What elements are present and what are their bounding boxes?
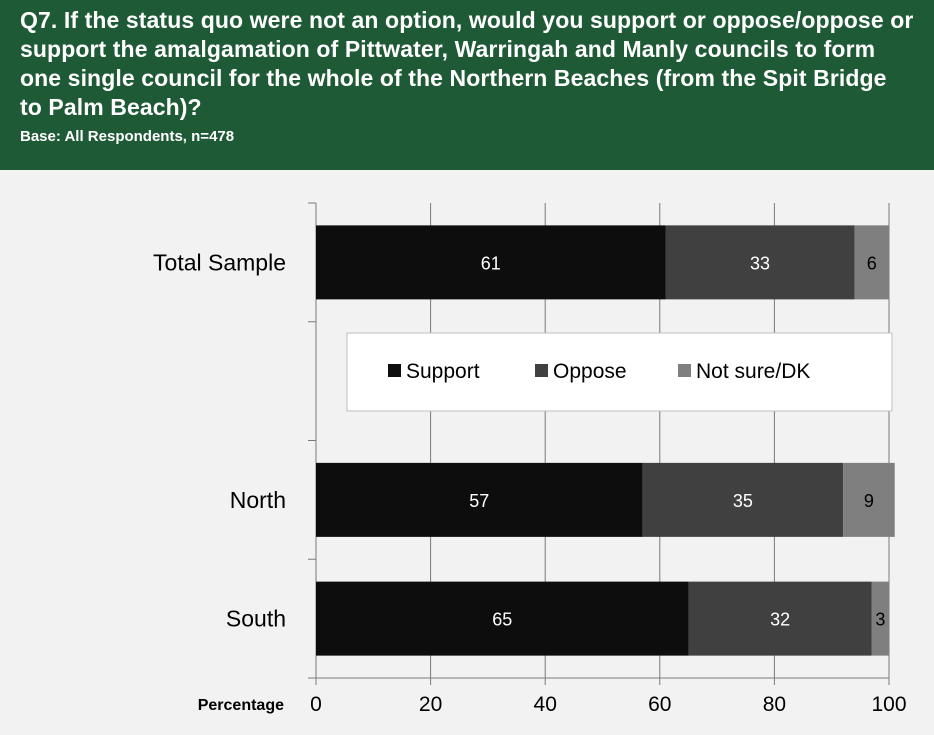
- bar-segment: [316, 225, 666, 300]
- bar-segment: [854, 225, 889, 300]
- question-text: Q7. If the status quo were not an option…: [20, 7, 914, 120]
- bar-segment: [665, 225, 855, 300]
- data-label: 65: [492, 610, 512, 630]
- data-label: 33: [750, 253, 770, 273]
- base-text: Base: All Respondents, n=478: [20, 128, 235, 145]
- stacked-bar-chart: 0 20 40 60 80 100 Percentage Total Sample 61 33 6 N…: [153, 202, 907, 716]
- legend-label: Not sure/DK: [696, 360, 810, 383]
- question-header: Q7. If the status quo were not an option…: [0, 0, 934, 170]
- category-label: South: [226, 606, 286, 632]
- x-tick-label: 40: [534, 693, 557, 716]
- x-tick-label: 20: [419, 693, 442, 716]
- legend-box: [346, 332, 893, 412]
- bar-segment: [316, 581, 689, 656]
- data-label: 9: [864, 491, 874, 511]
- legend-swatch: [535, 364, 548, 377]
- data-label: 3: [875, 610, 885, 630]
- bar-segment: [316, 462, 643, 537]
- x-axis-title: Percentage: [198, 697, 284, 714]
- bar-segment: [843, 462, 895, 537]
- chart-area: 0 20 40 60 80 100 Percentage Total Sample 61 33 6 N…: [0, 170, 934, 735]
- bar-segment: [642, 462, 844, 537]
- data-label: 32: [770, 610, 790, 630]
- legend-label: Support: [406, 360, 480, 383]
- data-label: 61: [481, 253, 501, 273]
- x-tick-label: 60: [648, 693, 671, 716]
- bar-segment: [688, 581, 872, 656]
- data-label: 57: [469, 491, 489, 511]
- data-label: 35: [733, 491, 753, 511]
- category-label: Total Sample: [153, 249, 286, 275]
- legend-label: Oppose: [553, 360, 627, 383]
- x-tick-label: 100: [871, 693, 906, 716]
- legend-swatch: [388, 364, 401, 377]
- x-tick-label: 80: [763, 693, 786, 716]
- x-tick-label: 0: [310, 693, 322, 716]
- category-label: North: [230, 487, 286, 513]
- data-label: 6: [867, 253, 877, 273]
- bar-segment: [871, 581, 889, 656]
- legend-swatch: [678, 364, 691, 377]
